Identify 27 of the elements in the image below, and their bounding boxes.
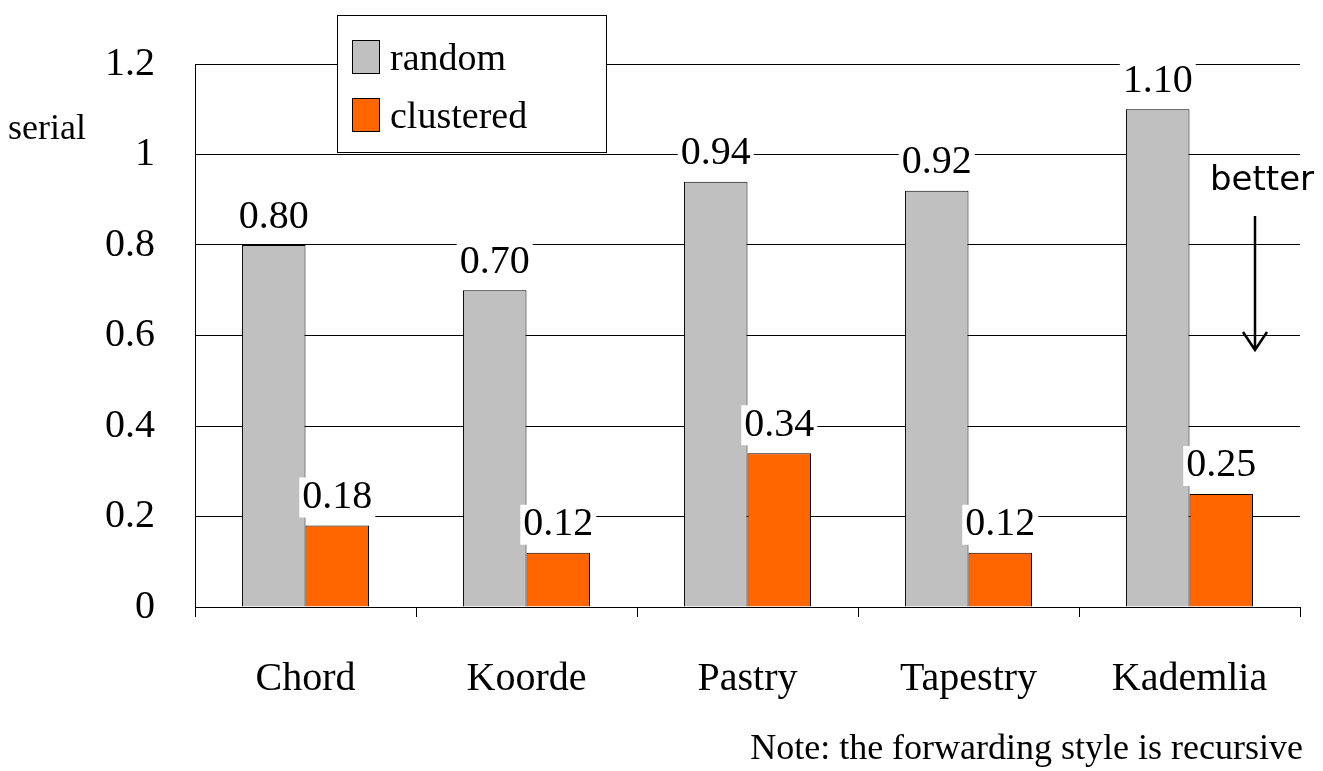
data-label: 0.92: [901, 137, 972, 183]
y-tick-label: 0.2: [105, 491, 155, 536]
x-tick-label: Kademlia: [1111, 653, 1268, 699]
data-label: 0.34: [744, 399, 815, 445]
y-tick-label: 0.6: [105, 310, 155, 355]
x-tick-label: Tapestry: [899, 653, 1038, 699]
y-tick-label: 1: [135, 129, 155, 174]
data-label: 1.10: [1122, 55, 1193, 101]
data-label: 0.12: [523, 499, 594, 545]
x-tick-label: Pastry: [697, 653, 798, 699]
y-tick-label: 0.4: [105, 400, 155, 446]
y-tick-label: 1.2: [105, 38, 155, 84]
legend-label: clustered: [390, 93, 528, 137]
y-tick-label: 0.8: [105, 219, 155, 265]
data-label: 0.12: [965, 499, 1036, 545]
legend-label: random: [390, 35, 507, 79]
data-label: 0.94: [680, 128, 751, 174]
data-label: 0.80: [238, 191, 309, 237]
text: Note: the forwarding style is recursive: [750, 726, 1303, 768]
y-axis-title: serial: [8, 106, 86, 148]
x-tick-label: Koorde: [466, 653, 587, 699]
x-tick-label: Chord: [255, 653, 356, 699]
annotation: better: [1210, 158, 1315, 198]
data-label: 0.25: [1186, 440, 1257, 486]
data-label: 0.70: [459, 236, 530, 282]
data-label: 0.18: [302, 472, 373, 518]
y-tick-label: 0: [135, 581, 155, 627]
